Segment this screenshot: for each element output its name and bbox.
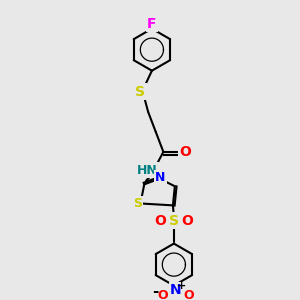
Text: -: - [152,284,159,299]
Text: N: N [170,284,182,297]
Text: HN: HN [137,164,158,176]
Text: O: O [184,289,194,300]
Text: F: F [147,17,157,31]
Text: S: S [169,214,179,228]
Text: O: O [157,289,168,300]
Text: S: S [135,85,146,99]
Text: +: + [177,280,186,291]
Text: N: N [155,171,166,184]
Text: O: O [154,214,166,228]
Text: S: S [133,197,142,210]
Text: O: O [179,145,191,159]
Text: O: O [181,214,193,228]
